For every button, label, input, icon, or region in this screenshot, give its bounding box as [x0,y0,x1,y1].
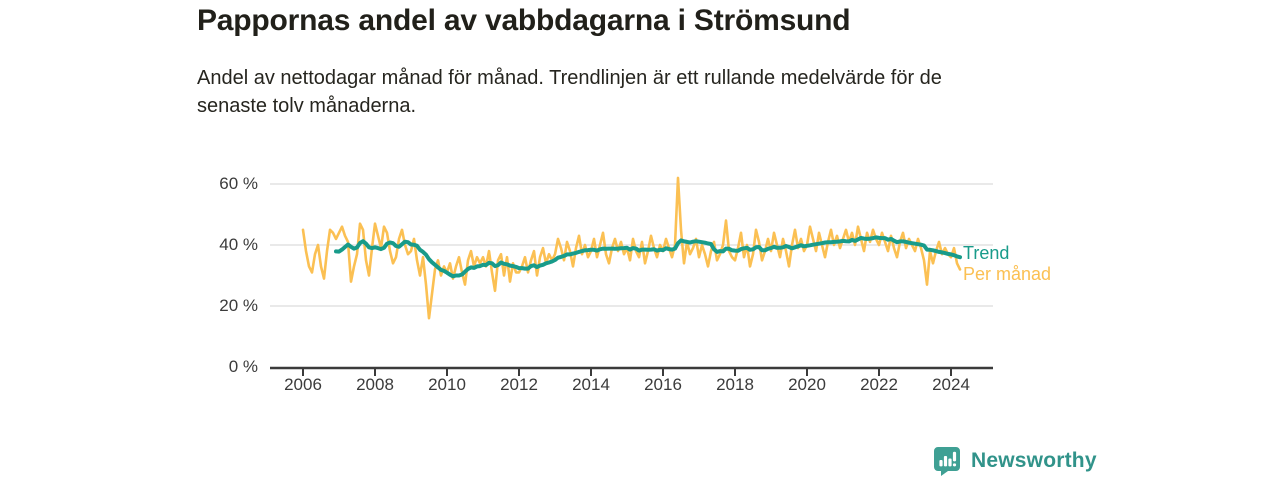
newsworthy-logo-icon [934,447,960,476]
x-tick-label: 2008 [356,375,394,394]
y-tick-label: 60 % [219,174,258,193]
x-tick-label: 2010 [428,375,466,394]
x-tick-label: 2016 [644,375,682,394]
chart-subtitle: Andel av nettodagar månad för månad. Tre… [197,64,942,120]
x-tick-label: 2006 [284,375,322,394]
legend-monthly-label: Per månad [963,264,1052,284]
x-tick-label: 2020 [788,375,826,394]
x-tick-label: 2018 [716,375,754,394]
chart-subtitle-line1: Andel av nettodagar månad för månad. Tre… [197,67,942,89]
x-tick-label: 2022 [860,375,898,394]
newsworthy-brand: Newsworthy [933,446,1097,476]
y-tick-label: 20 % [219,296,258,315]
page-title: Pappornas andel av vabbdagarna i Strömsu… [197,4,851,37]
y-tick-label: 0 % [228,357,258,376]
x-tick-label: 2024 [932,375,970,394]
newsworthy-brand-name: Newsworthy [971,449,1097,472]
trend-line [334,235,962,279]
x-tick-label: 2014 [572,375,610,394]
x-tick-label: 2012 [500,375,538,394]
y-tick-label: 40 % [219,235,258,254]
chart-subtitle-line2: senaste tolv månaderna. [197,95,417,117]
legend-trend-label: Trend [963,243,1010,263]
